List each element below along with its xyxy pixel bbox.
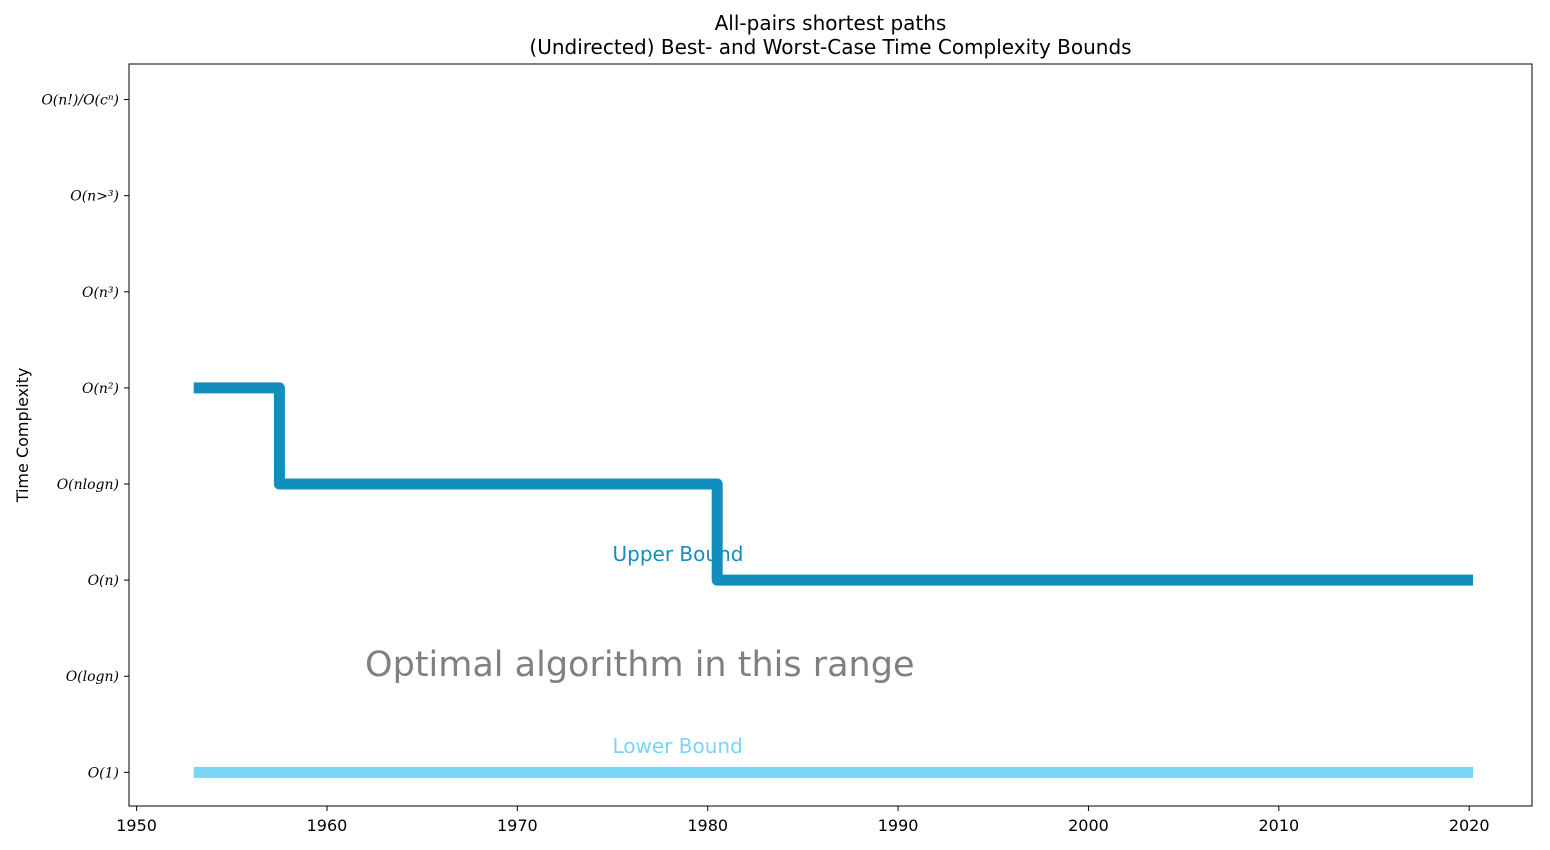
series-line-upper-bound <box>193 382 1473 586</box>
y-axis-label: Time Complexity <box>13 368 32 504</box>
chart-title-line-2: (Undirected) Best- and Worst-Case Time C… <box>529 35 1131 59</box>
x-tick-label: 1990 <box>878 816 919 835</box>
x-tick-label: 1960 <box>307 816 348 835</box>
y-tick-label: O(n²) <box>82 381 119 397</box>
annotation-upper: Upper Bound <box>613 542 744 566</box>
y-tick-label: O(1) <box>88 765 119 781</box>
x-tick-label: 2000 <box>1068 816 1109 835</box>
series-layer <box>193 382 1473 778</box>
annotation-range: Optimal algorithm in this range <box>365 645 914 685</box>
x-tick-label: 1980 <box>687 816 728 835</box>
y-tick-label: O(n!)/O(cⁿ) <box>41 93 119 109</box>
annotation-lower: Lower Bound <box>613 734 743 758</box>
x-tick-label: 2020 <box>1449 816 1490 835</box>
x-tick-label: 1950 <box>116 816 157 835</box>
y-tick-label: O(logn) <box>66 669 119 685</box>
y-axis-ticks: O(1) O(logn) O(n) O(nlogn) O(n²) O(n³) O(n>³) O… <box>41 93 129 781</box>
annotation-layer: Upper Bound Optimal algorithm in this ran… <box>365 542 914 758</box>
y-tick-label: O(n>³) <box>70 189 119 205</box>
x-tick-label: 1970 <box>497 816 538 835</box>
x-tick-label: 2010 <box>1258 816 1299 835</box>
y-tick-label: O(nlogn) <box>57 477 119 493</box>
chart-title-line-1: All-pairs shortest paths <box>715 11 947 35</box>
plot-area-frame <box>128 63 1533 807</box>
y-tick-label: O(n) <box>88 573 119 589</box>
y-tick-label: O(n³) <box>82 285 119 301</box>
x-axis-ticks: 1950 1960 1970 1980 1990 2000 2010 2020 <box>116 806 1490 835</box>
